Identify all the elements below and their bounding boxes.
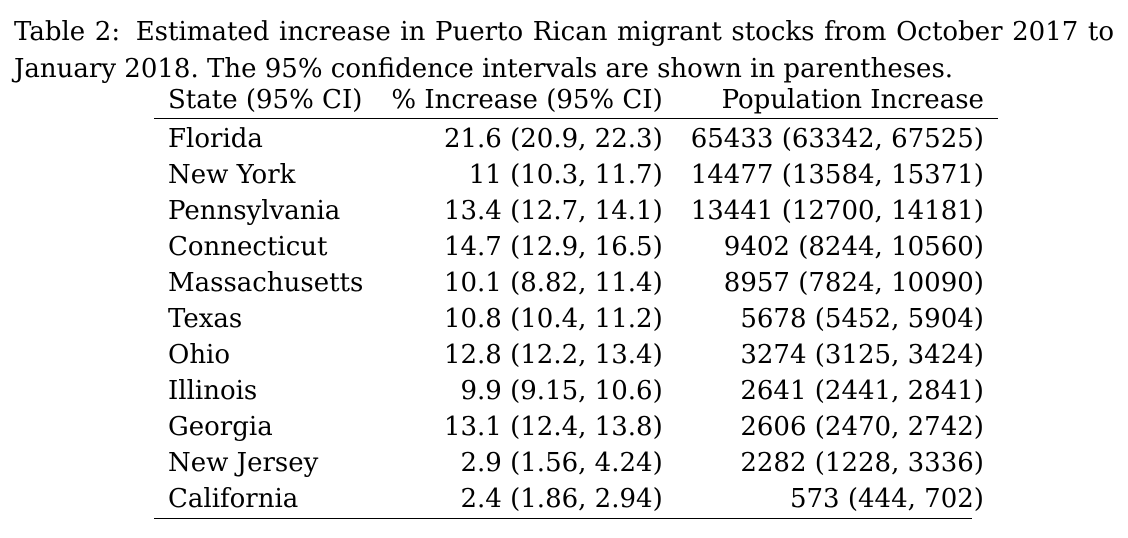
cell-population-increase: 14477 (13584, 15371) — [690, 160, 984, 190]
header-row: State (95% CI) % Increase (95% CI) Popul… — [154, 82, 998, 119]
table-header: State (95% CI) % Increase (95% CI) Popul… — [154, 82, 998, 119]
table-row: Texas 10.8 (10.4, 11.2) 5678 (5452, 5904) — [154, 301, 998, 337]
cell-state: Connecticut — [168, 232, 328, 262]
cell-percent-increase: 2.9 (1.56, 4.24) — [460, 448, 663, 478]
cell-population-increase: 5678 (5452, 5904) — [740, 304, 984, 334]
caption-label: Table 2: — [14, 17, 121, 47]
caption-text: Estimated increase in Puerto Rican migra… — [14, 17, 1114, 84]
cell-population-increase: 2606 (2470, 2742) — [740, 412, 984, 442]
header-percent-increase: % Increase (95% CI) — [377, 82, 677, 119]
cell-percent-increase: 2.4 (1.86, 2.94) — [460, 484, 663, 514]
cell-state: Texas — [168, 304, 243, 334]
cell-state: Georgia — [168, 412, 273, 442]
cell-population-increase: 13441 (12700, 14181) — [690, 196, 984, 226]
cell-percent-increase: 13.1 (12.4, 13.8) — [443, 412, 663, 442]
cell-state: New Jersey — [168, 448, 319, 478]
cell-population-increase: 573 (444, 702) — [789, 484, 984, 514]
cell-percent-increase: 10.1 (8.82, 11.4) — [443, 268, 663, 298]
header-population-increase: Population Increase — [676, 82, 998, 119]
cell-percent-increase: 12.8 (12.2, 13.4) — [443, 340, 663, 370]
table-caption: Table 2: Estimated increase in Puerto Ri… — [14, 14, 1114, 88]
table-row: New York 11 (10.3, 11.7) 14477 (13584, 153… — [154, 157, 998, 193]
table-row: Illinois 9.9 (9.15, 10.6) 2641 (2441, 2841… — [154, 373, 998, 409]
cell-percent-increase: 11 (10.3, 11.7) — [468, 160, 663, 190]
cell-percent-increase: 21.6 (20.9, 22.3) — [443, 124, 663, 154]
table-row: Ohio 12.8 (12.2, 13.4) 3274 (3125, 3424) — [154, 337, 998, 373]
table-body: Florida 21.6 (20.9, 22.3) 65433 (63342, 67… — [154, 119, 998, 518]
cell-percent-increase: 10.8 (10.4, 11.2) — [443, 304, 663, 334]
cell-population-increase: 2641 (2441, 2841) — [740, 376, 984, 406]
table-row: Pennsylvania 13.4 (12.7, 14.1) 13441 (1270… — [154, 193, 998, 229]
cell-population-increase: 65433 (63342, 67525) — [690, 124, 984, 154]
header-state: State (95% CI) — [154, 82, 378, 119]
table-row: California 2.4 (1.86, 2.94) 573 (444, 702) — [154, 481, 998, 517]
cell-population-increase: 3274 (3125, 3424) — [740, 340, 984, 370]
table-row: Florida 21.6 (20.9, 22.3) 65433 (63342, 67… — [154, 119, 998, 158]
cell-state: Ohio — [168, 340, 231, 370]
cell-state: Illinois — [168, 376, 258, 406]
migrant-stocks-table: State (95% CI) % Increase (95% CI) Popul… — [154, 82, 998, 517]
cell-percent-increase: 9.9 (9.15, 10.6) — [460, 376, 663, 406]
cell-state: Florida — [168, 124, 263, 154]
table-row: Georgia 13.1 (12.4, 13.8) 2606 (2470, 2742… — [154, 409, 998, 445]
cell-population-increase: 2282 (1228, 3336) — [740, 448, 984, 478]
cell-percent-increase: 14.7 (12.9, 16.5) — [443, 232, 663, 262]
table-row: New Jersey 2.9 (1.56, 4.24) 2282 (1228, 33… — [154, 445, 998, 481]
table-row: Connecticut 14.7 (12.9, 16.5) 9402 (8244, … — [154, 229, 998, 265]
cell-state: Massachusetts — [168, 268, 364, 298]
cell-population-increase: 9402 (8244, 10560) — [723, 232, 984, 262]
cell-state: Pennsylvania — [168, 196, 341, 226]
data-table-container: State (95% CI) % Increase (95% CI) Popul… — [154, 82, 998, 519]
table-row: Massachusetts 10.1 (8.82, 11.4) 8957 (7824… — [154, 265, 998, 301]
cell-state: California — [168, 484, 299, 514]
cell-state: New York — [168, 160, 296, 190]
cell-percent-increase: 13.4 (12.7, 14.1) — [443, 196, 663, 226]
cell-population-increase: 8957 (7824, 10090) — [723, 268, 984, 298]
table-bottom-rule — [154, 518, 972, 519]
